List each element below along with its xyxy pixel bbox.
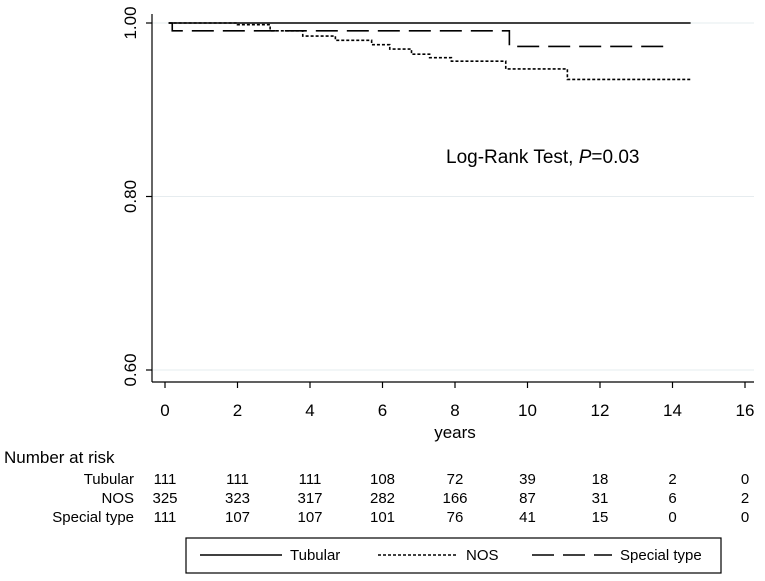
x-tick-label-2: 2 xyxy=(233,401,242,420)
risk-count-tubular-6: 18 xyxy=(592,471,609,488)
series-line-special-type xyxy=(168,22,669,48)
risk-count-special-type-8: 0 xyxy=(741,509,749,526)
x-tick-label-4: 4 xyxy=(305,401,314,420)
x-axis-ticks: 0 2 4 6 8 10 12 14 16 xyxy=(160,382,754,420)
risk-count-special-type-2: 107 xyxy=(297,509,322,526)
risk-count-tubular-0: 111 xyxy=(154,471,177,488)
x-axis-label: years xyxy=(434,423,476,442)
risk-count-nos-7: 6 xyxy=(668,490,676,507)
risk-count-special-type-7: 0 xyxy=(668,509,676,526)
series-lines xyxy=(168,22,691,81)
annotation-p: P xyxy=(579,147,592,168)
risk-count-special-type-3: 101 xyxy=(370,509,395,526)
risk-row-label-special-type: Special type xyxy=(52,509,134,526)
risk-count-nos-1: 323 xyxy=(225,490,250,507)
risk-count-tubular-3: 108 xyxy=(370,471,395,488)
y-tick-label-1.00: 1.00 xyxy=(121,6,140,39)
risk-count-nos-3: 282 xyxy=(370,490,395,507)
risk-count-nos-2: 317 xyxy=(297,490,322,507)
legend-label-tubular: Tubular xyxy=(290,547,340,564)
risk-count-special-type-1: 107 xyxy=(225,509,250,526)
risk-count-tubular-5: 39 xyxy=(519,471,536,488)
x-tick-label-8: 8 xyxy=(450,401,459,420)
risk-table-title: Number at risk xyxy=(4,448,115,467)
series-line-nos xyxy=(168,22,691,81)
x-tick-label-14: 14 xyxy=(663,401,682,420)
axes xyxy=(151,14,754,383)
x-tick-label-16: 16 xyxy=(736,401,755,420)
risk-count-special-type-6: 15 xyxy=(592,509,609,526)
risk-count-tubular-1: 111 xyxy=(226,471,249,488)
risk-count-tubular-8: 0 xyxy=(741,471,749,488)
x-tick-label-12: 12 xyxy=(591,401,610,420)
legend-label-special-type: Special type xyxy=(620,547,702,564)
log-rank-annotation: Log-Rank Test, P=0.03 xyxy=(446,147,640,168)
x-tick-label-0: 0 xyxy=(160,401,169,420)
legend-label-nos: NOS xyxy=(466,547,499,564)
risk-count-nos-4: 166 xyxy=(442,490,467,507)
risk-count-nos-0: 325 xyxy=(152,490,177,507)
risk-count-special-type-5: 41 xyxy=(519,509,536,526)
gridlines xyxy=(152,22,754,371)
annotation-suffix: =0.03 xyxy=(591,147,639,168)
risk-count-special-type-4: 76 xyxy=(447,509,464,526)
risk-count-nos-6: 31 xyxy=(592,490,609,507)
risk-row-label-tubular: Tubular xyxy=(84,471,134,488)
y-tick-label-0.60: 0.60 xyxy=(121,353,140,386)
risk-count-nos-5: 87 xyxy=(519,490,536,507)
number-at-risk-table: Number at risk Tubular 111 111 111 108 72 39 18… xyxy=(4,448,749,526)
risk-count-nos-8: 2 xyxy=(741,490,749,507)
annotation-prefix: Log-Rank Test, xyxy=(446,147,579,168)
legend: Tubular NOS Special type xyxy=(185,537,722,574)
risk-count-tubular-4: 72 xyxy=(447,471,464,488)
y-tick-label-0.80: 0.80 xyxy=(121,180,140,213)
risk-count-tubular-7: 2 xyxy=(668,471,676,488)
risk-count-tubular-2: 111 xyxy=(299,471,322,488)
x-tick-label-10: 10 xyxy=(518,401,537,420)
x-tick-label-6: 6 xyxy=(378,401,387,420)
y-axis-ticks: 0.60 0.80 1.00 xyxy=(121,6,152,387)
risk-count-special-type-0: 111 xyxy=(154,509,177,526)
risk-row-label-nos: NOS xyxy=(101,490,134,507)
